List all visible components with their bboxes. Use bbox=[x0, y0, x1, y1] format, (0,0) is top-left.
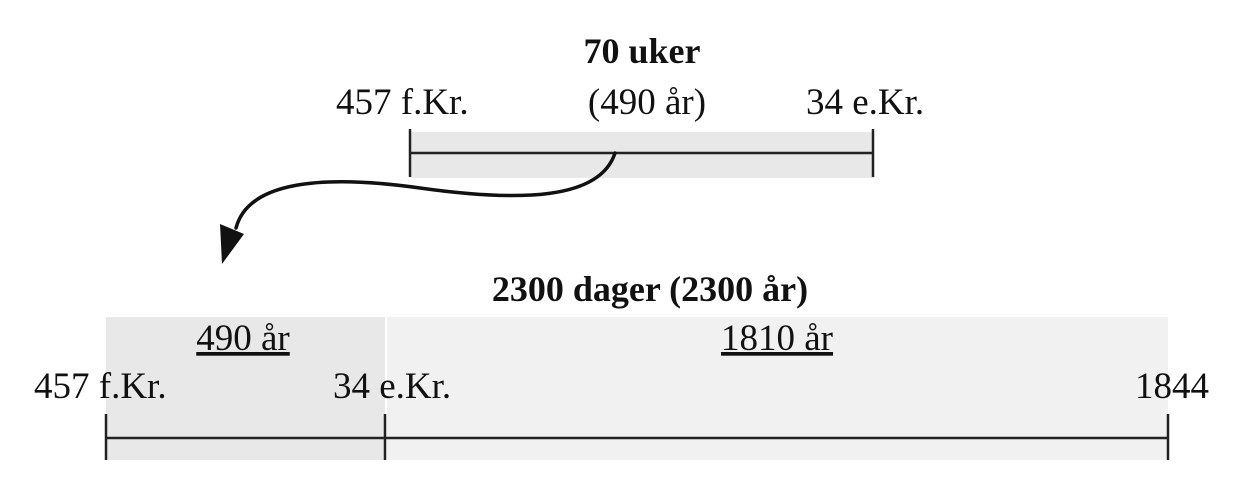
bottom-title: 2300 dager (2300 år) bbox=[492, 269, 808, 309]
bottom-timeline: 2300 dager (2300 år) 490 år 1810 år 457 … bbox=[34, 269, 1209, 460]
top-start-label: 457 f.Kr. bbox=[336, 82, 469, 123]
bottom-end-label: 1844 bbox=[1135, 366, 1209, 407]
bottom-segment2-label: 1810 år bbox=[721, 318, 833, 359]
top-span-label: (490 år) bbox=[588, 82, 706, 123]
top-title: 70 uker bbox=[584, 31, 701, 71]
bottom-segment1-label: 490 år bbox=[196, 318, 290, 359]
top-band bbox=[410, 132, 873, 178]
top-end-label: 34 e.Kr. bbox=[806, 82, 924, 123]
bottom-band-segment2 bbox=[387, 317, 1168, 460]
curved-arrow-icon bbox=[220, 151, 617, 264]
arrow-curve bbox=[234, 151, 617, 230]
bottom-band-segment1 bbox=[106, 317, 385, 460]
bottom-mid-label: 34 e.Kr. bbox=[333, 366, 451, 407]
arrow-head bbox=[220, 224, 244, 264]
bottom-start-label: 457 f.Kr. bbox=[34, 366, 167, 407]
top-timeline: 70 uker 457 f.Kr. (490 år) 34 e.Kr. bbox=[336, 31, 924, 178]
